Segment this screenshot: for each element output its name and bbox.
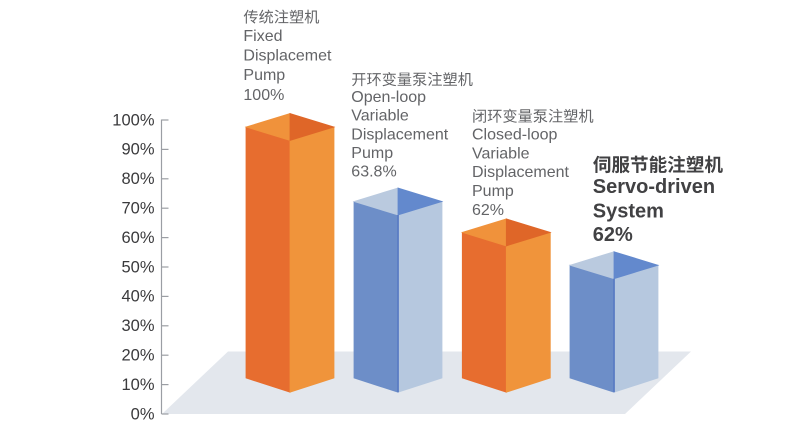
svg-text:0%: 0% [131, 405, 155, 421]
svg-text:63.8%: 63.8% [351, 164, 396, 181]
svg-text:Displacemet: Displacemet [243, 48, 332, 65]
svg-text:Open-loop: Open-loop [351, 89, 426, 106]
svg-text:90%: 90% [121, 141, 154, 159]
svg-text:Displacement: Displacement [472, 164, 569, 181]
svg-text:System: System [593, 200, 664, 222]
svg-text:10%: 10% [121, 376, 154, 394]
svg-text:Variable: Variable [472, 145, 530, 162]
svg-text:Pump: Pump [243, 67, 285, 84]
svg-text:Displacement: Displacement [351, 126, 448, 143]
svg-text:70%: 70% [121, 200, 154, 218]
svg-text:62%: 62% [472, 202, 504, 219]
svg-text:Pump: Pump [351, 145, 393, 162]
svg-text:62%: 62% [593, 224, 633, 246]
svg-text:50%: 50% [121, 258, 154, 276]
svg-text:Closed-loop: Closed-loop [472, 126, 557, 143]
svg-text:Fixed: Fixed [243, 28, 282, 45]
svg-text:Pump: Pump [472, 183, 514, 200]
svg-text:100%: 100% [112, 111, 155, 129]
svg-text:80%: 80% [121, 170, 154, 188]
svg-text:60%: 60% [121, 229, 154, 247]
svg-text:40%: 40% [121, 288, 154, 306]
svg-text:30%: 30% [121, 317, 154, 335]
svg-text:Variable: Variable [351, 108, 409, 125]
svg-text:100%: 100% [243, 87, 284, 104]
svg-text:Servo-driven: Servo-driven [593, 176, 715, 198]
svg-text:20%: 20% [121, 347, 154, 365]
